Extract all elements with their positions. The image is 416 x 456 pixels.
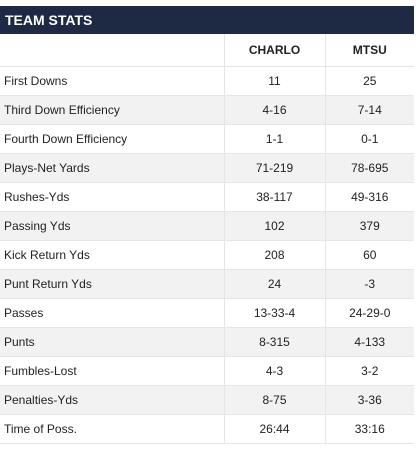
charlo-value: 13-33-4 xyxy=(223,298,325,328)
table-row: First Downs 11 25 xyxy=(0,66,414,96)
stat-label: Punts xyxy=(0,327,224,357)
stat-label: Fumbles-Lost xyxy=(0,356,224,386)
stat-label: Third Down Efficiency xyxy=(0,95,224,125)
panel-title: TEAM STATS xyxy=(0,6,414,34)
charlo-value: 11 xyxy=(223,66,325,96)
table-row: Kick Return Yds 208 60 xyxy=(0,240,414,270)
charlo-value: 8-75 xyxy=(223,385,325,415)
stat-label: Punt Return Yds xyxy=(0,269,224,299)
header-stat xyxy=(0,34,224,67)
charlo-value: 71-219 xyxy=(223,153,325,183)
header-mtsu: MTSU xyxy=(324,34,414,67)
stat-label: Time of Poss. xyxy=(0,414,224,444)
stat-label: Penalties-Yds xyxy=(0,385,224,415)
stat-label: Rushes-Yds xyxy=(0,182,224,212)
charlo-value: 4-3 xyxy=(223,356,325,386)
mtsu-value: -3 xyxy=(324,269,414,299)
stat-label: Fourth Down Efficiency xyxy=(0,124,224,154)
stat-label: Plays-Net Yards xyxy=(0,153,224,183)
table-row: Punts 8-315 4-133 xyxy=(0,327,414,357)
charlo-value: 26:44 xyxy=(223,414,325,444)
table-row: Plays-Net Yards 71-219 78-695 xyxy=(0,153,414,183)
charlo-value: 102 xyxy=(223,211,325,241)
mtsu-value: 24-29-0 xyxy=(324,298,414,328)
table-row: Punt Return Yds 24 -3 xyxy=(0,269,414,299)
table-row: Passes 13-33-4 24-29-0 xyxy=(0,298,414,328)
mtsu-value: 49-316 xyxy=(324,182,414,212)
table-row: Fumbles-Lost 4-3 3-2 xyxy=(0,356,414,386)
table-row: Time of Poss. 26:44 33:16 xyxy=(0,414,414,444)
charlo-value: 4-16 xyxy=(223,95,325,125)
stat-label: Passing Yds xyxy=(0,211,224,241)
table-row: Fourth Down Efficiency 1-1 0-1 xyxy=(0,124,414,154)
charlo-value: 208 xyxy=(223,240,325,270)
stat-label: First Downs xyxy=(0,66,224,96)
mtsu-value: 25 xyxy=(324,66,414,96)
table-header-row: CHARLO MTSU xyxy=(0,34,414,67)
table-row: Penalties-Yds 8-75 3-36 xyxy=(0,385,414,415)
team-stats-panel: TEAM STATS CHARLO MTSU First Downs 11 25… xyxy=(0,6,414,444)
mtsu-value: 33:16 xyxy=(324,414,414,444)
charlo-value: 24 xyxy=(223,269,325,299)
mtsu-value: 3-2 xyxy=(324,356,414,386)
mtsu-value: 379 xyxy=(324,211,414,241)
stat-label: Kick Return Yds xyxy=(0,240,224,270)
header-charlo: CHARLO xyxy=(223,34,325,67)
charlo-value: 38-117 xyxy=(223,182,325,212)
mtsu-value: 60 xyxy=(324,240,414,270)
mtsu-value: 7-14 xyxy=(324,95,414,125)
charlo-value: 8-315 xyxy=(223,327,325,357)
mtsu-value: 4-133 xyxy=(324,327,414,357)
mtsu-value: 3-36 xyxy=(324,385,414,415)
mtsu-value: 78-695 xyxy=(324,153,414,183)
table-row: Rushes-Yds 38-117 49-316 xyxy=(0,182,414,212)
team-stats-table: CHARLO MTSU First Downs 11 25 Third Down… xyxy=(0,34,414,444)
mtsu-value: 0-1 xyxy=(324,124,414,154)
charlo-value: 1-1 xyxy=(223,124,325,154)
table-row: Third Down Efficiency 4-16 7-14 xyxy=(0,95,414,125)
table-row: Passing Yds 102 379 xyxy=(0,211,414,241)
stat-label: Passes xyxy=(0,298,224,328)
